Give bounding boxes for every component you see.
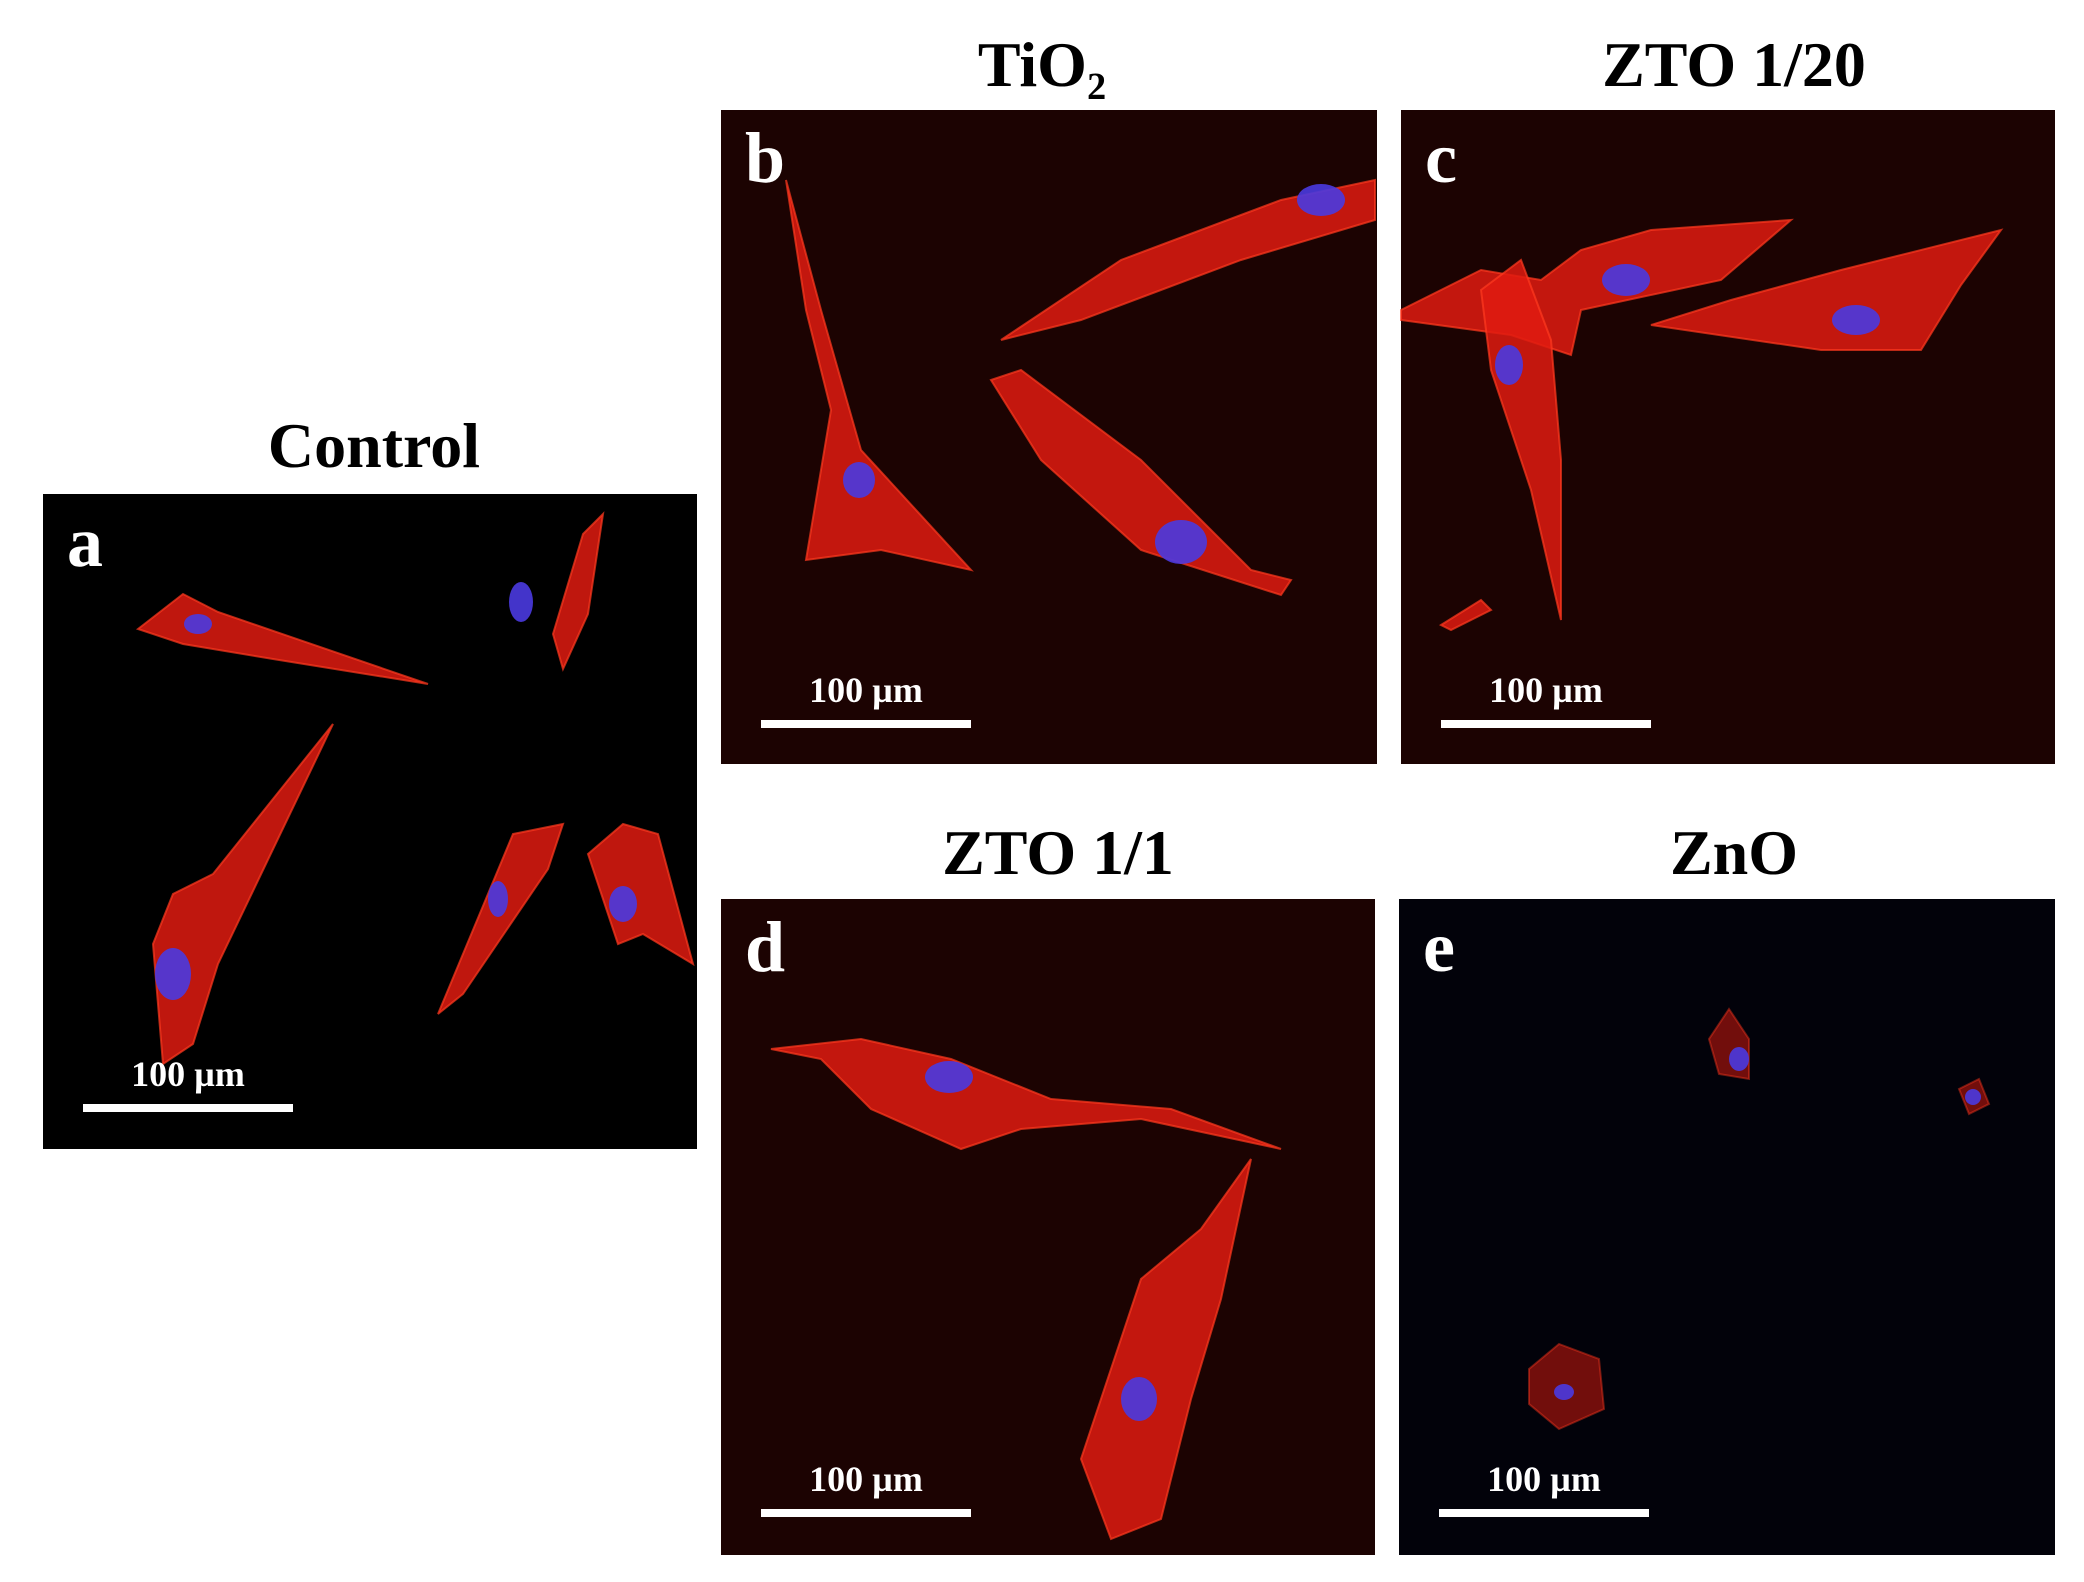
cell-nucleus [1121, 1377, 1157, 1421]
scale-bar [1439, 1509, 1649, 1517]
panel-title: ZTO 1/20 [1602, 29, 1866, 100]
scale-bar [761, 720, 971, 728]
cell-nucleus [1554, 1384, 1574, 1400]
cell-nucleus [155, 948, 191, 1000]
cell-actin [1000, 178, 1376, 341]
image-background [43, 494, 697, 1149]
cell-nucleus [925, 1061, 973, 1093]
cell-nucleus [1297, 184, 1345, 216]
cell-actin [551, 511, 605, 672]
panel-title: TiO₂ [978, 29, 1106, 100]
micrograph: e 100 µm [1399, 899, 2055, 1555]
scale-bar [761, 1509, 971, 1517]
scale-bar-label: 100 µm [1487, 1459, 1601, 1499]
micrograph: d 100 µm [721, 899, 1375, 1555]
cell-nucleus [843, 462, 875, 498]
scale-bar-label: 100 µm [131, 1054, 245, 1094]
cell-nucleus [488, 881, 508, 917]
cell-nucleus [609, 886, 637, 922]
cell-nucleus [1155, 520, 1207, 564]
scale-bar-label: 100 µm [1489, 670, 1603, 710]
micrograph: a 100 µm [43, 494, 697, 1149]
cell-actin [785, 179, 974, 572]
panel-title: Control [268, 410, 480, 481]
cell-actin [1438, 598, 1493, 632]
panel-letter: c [1425, 118, 1457, 198]
cell-actin [437, 822, 565, 1015]
cell-nucleus [1495, 345, 1523, 385]
cell-nucleus [1602, 264, 1650, 296]
panel-title: ZnO [1670, 817, 1798, 888]
scale-bar [1441, 720, 1651, 728]
cell-actin [989, 368, 1293, 597]
image-background [1401, 110, 2055, 764]
image-background [721, 899, 1375, 1555]
image-background [1399, 899, 2055, 1555]
cell-actin [586, 822, 695, 967]
cell-nucleus [1832, 305, 1880, 335]
cell-nucleus [1965, 1089, 1981, 1105]
cell-nucleus [509, 582, 533, 622]
scale-bar-label: 100 µm [809, 670, 923, 710]
panel-letter: d [745, 907, 785, 987]
cell-actin [151, 723, 334, 1066]
scale-bar [83, 1104, 293, 1112]
scale-bar-label: 100 µm [809, 1459, 923, 1499]
cell-actin [1079, 1158, 1252, 1541]
panel-letter: a [67, 502, 103, 582]
panel-letter: e [1423, 907, 1455, 987]
micrograph: c 100 µm [1400, 110, 2055, 764]
panel-title: ZTO 1/1 [942, 817, 1174, 888]
panel-letter: b [745, 118, 785, 198]
micrograph: b 100 µm [721, 110, 1377, 764]
cell-actin [1650, 228, 2004, 351]
cell-nucleus [1729, 1047, 1749, 1071]
cell-actin [135, 592, 429, 685]
cell-nucleus [184, 614, 212, 634]
cell-actin [770, 1037, 1282, 1151]
